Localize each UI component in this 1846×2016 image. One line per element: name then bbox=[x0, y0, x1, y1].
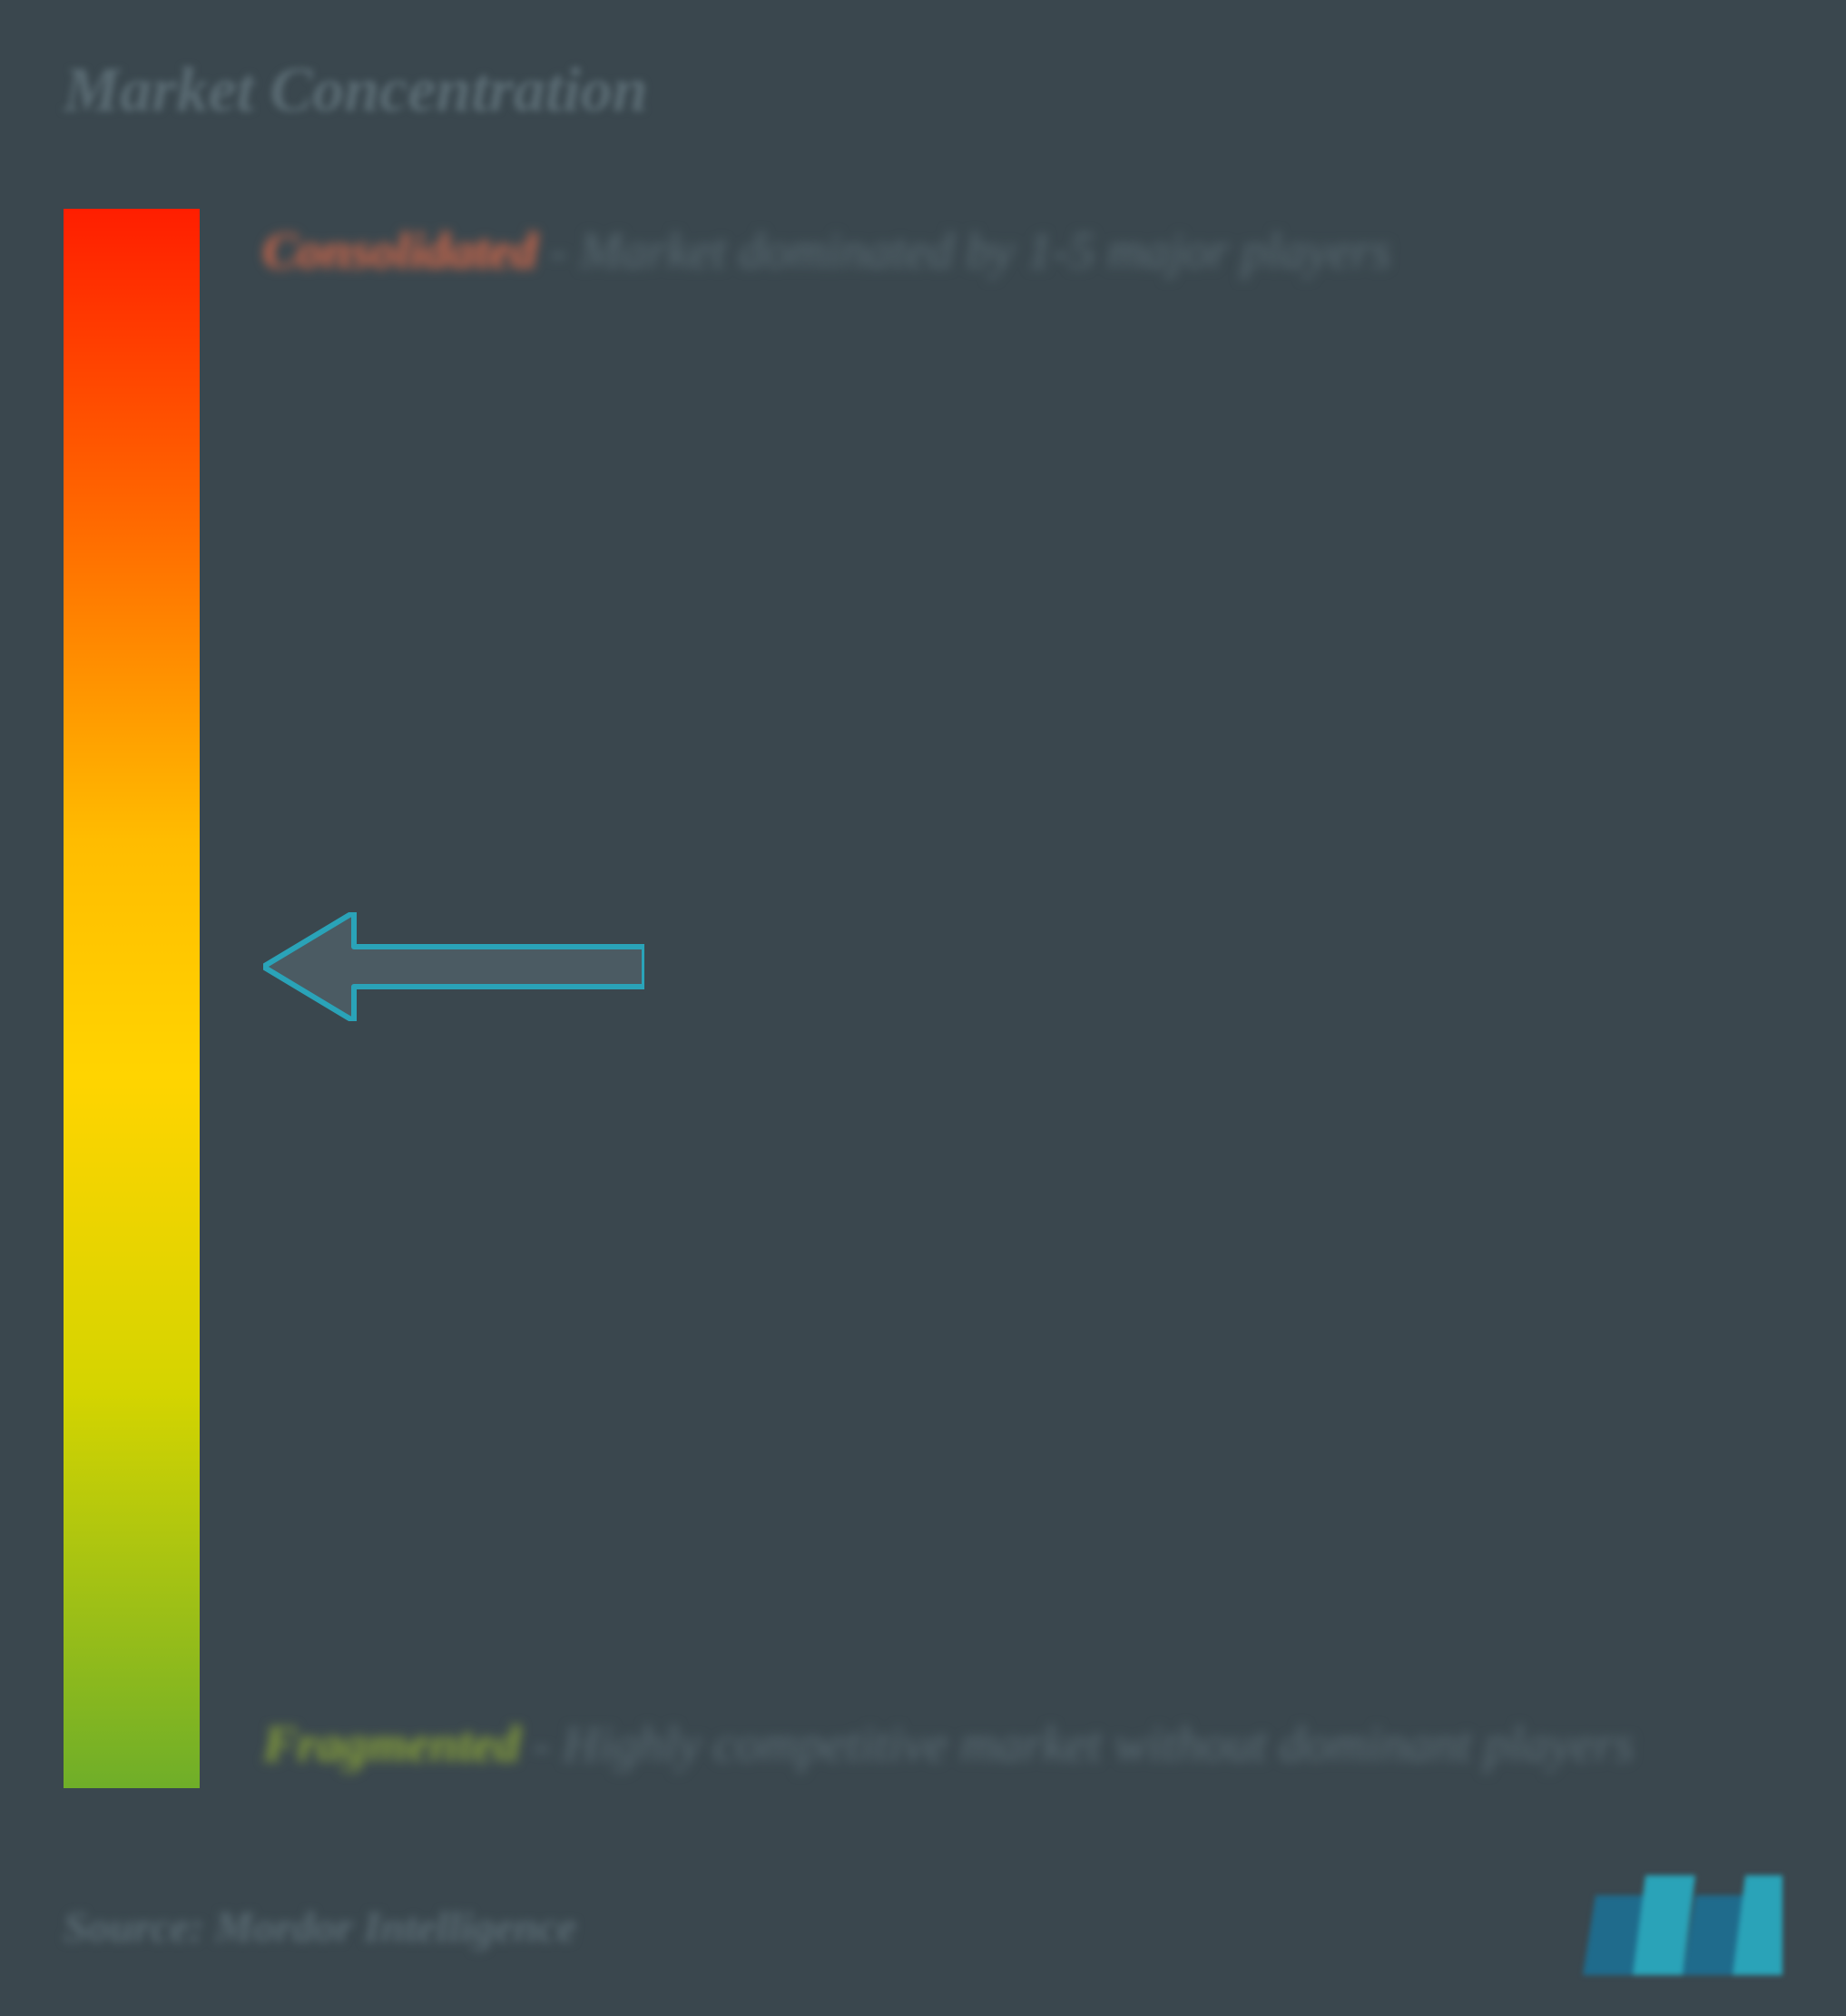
mordor-logo-icon bbox=[1583, 1875, 1782, 1975]
consolidated-rest-text: - Market dominated by 1-5 major players bbox=[550, 223, 1391, 280]
consolidated-description: Consolidated - Market dominated by 1-5 m… bbox=[263, 209, 1728, 295]
position-indicator-arrow bbox=[263, 912, 644, 1021]
infographic-container: Market Concentration Consolidated - Mark… bbox=[0, 0, 1846, 2016]
concentration-gradient-bar bbox=[64, 209, 200, 1788]
source-prefix: Source: bbox=[64, 1903, 215, 1952]
fragmented-label: Fragmented bbox=[263, 1716, 520, 1773]
source-name: Mordor Intelligence bbox=[215, 1903, 577, 1952]
page-title: Market Concentration bbox=[64, 54, 1782, 127]
arrow-icon bbox=[263, 912, 644, 1021]
consolidated-label: Consolidated bbox=[263, 223, 537, 280]
footer: Source: Mordor Intelligence bbox=[64, 1875, 1782, 1980]
brand-logo bbox=[1583, 1875, 1782, 1980]
source-attribution: Source: Mordor Intelligence bbox=[64, 1903, 576, 1952]
title-text: Market Concentration bbox=[64, 55, 648, 125]
main-area: Consolidated - Market dominated by 1-5 m… bbox=[64, 209, 1782, 1788]
fragmented-rest-text: - Highly competitive market without domi… bbox=[533, 1716, 1634, 1773]
fragmented-description: Fragmented - Highly competitive market w… bbox=[263, 1702, 1728, 1788]
descriptions-column: Consolidated - Market dominated by 1-5 m… bbox=[263, 209, 1782, 1788]
